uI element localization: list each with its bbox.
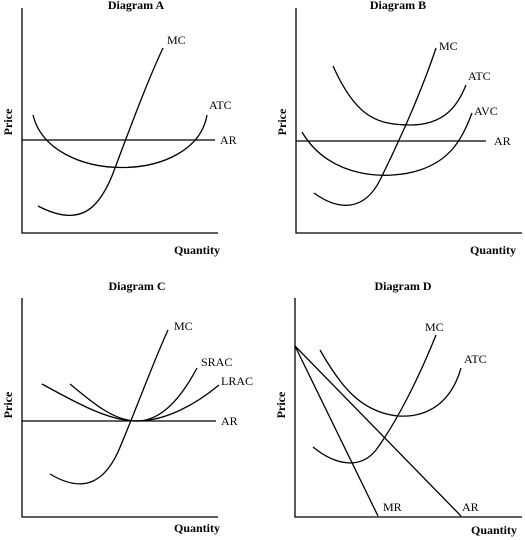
diagram-a: Diagram A Quantity Price MC ATC AR [1, 0, 237, 257]
diagram-d-x-axis-label: Quantity [471, 523, 517, 537]
diagram-a-y-axis-label: Price [1, 108, 15, 135]
diagram-b-atc-label: ATC [468, 69, 491, 83]
diagram-d-atc-label: ATC [464, 352, 487, 366]
diagram-d-ar-label: AR [462, 500, 479, 514]
diagram-d-atc-curve [319, 349, 462, 417]
diagram-d-mr-line [294, 345, 379, 517]
diagram-c-axes [21, 298, 218, 518]
diagram-d-mc-label: MC [425, 320, 444, 334]
diagram-c-title: Diagram C [109, 279, 166, 293]
diagram-d-mr-label: MR [383, 500, 402, 514]
diagram-c-lrac-curve [41, 383, 220, 422]
diagram-a-axes [21, 8, 218, 234]
diagram-d-axes [294, 298, 522, 518]
diagram-c-x-axis-label: Quantity [174, 521, 220, 535]
diagram-b-mc-label: MC [439, 39, 458, 53]
diagram-b-avc-curve [301, 112, 473, 176]
diagram-b: Diagram B Quantity Price MC ATC AVC AR [275, 0, 522, 257]
diagram-c-mc-label: MC [174, 319, 193, 333]
diagram-d: Diagram D Quantity Price MC ATC MR AR [274, 279, 522, 537]
diagram-a-title: Diagram A [108, 0, 165, 12]
diagram-c-mc-curve [49, 329, 169, 485]
diagram-d-ar-line [294, 345, 462, 517]
diagram-b-ar-label: AR [494, 134, 511, 148]
diagram-d-y-axis-label: Price [274, 391, 288, 418]
diagram-a-mc-label: MC [167, 33, 186, 47]
diagram-a-mc-curve [37, 47, 164, 217]
diagram-b-axes [295, 8, 522, 234]
diagram-d-title: Diagram D [375, 279, 432, 293]
diagram-d-mc-curve [312, 334, 437, 464]
diagram-b-atc-curve [332, 65, 467, 126]
diagram-b-title: Diagram B [370, 0, 426, 12]
diagram-b-y-axis-label: Price [275, 108, 289, 135]
diagram-c: Diagram C Quantity Price MC SRAC LRAC AR [1, 279, 253, 535]
diagram-b-x-axis-label: Quantity [470, 243, 516, 257]
diagram-a-atc-curve [32, 114, 208, 168]
diagram-c-srac-curve [69, 367, 198, 422]
diagram-a-atc-label: ATC [209, 98, 232, 112]
diagram-b-mc-curve [313, 47, 437, 206]
diagram-c-ar-label: AR [221, 414, 238, 428]
diagram-c-srac-label: SRAC [201, 355, 232, 369]
diagram-a-ar-label: AR [220, 133, 237, 147]
diagram-c-lrac-label: LRAC [221, 374, 253, 388]
diagram-c-y-axis-label: Price [1, 391, 15, 418]
diagram-a-x-axis-label: Quantity [174, 243, 220, 257]
diagram-b-avc-label: AVC [474, 104, 498, 118]
